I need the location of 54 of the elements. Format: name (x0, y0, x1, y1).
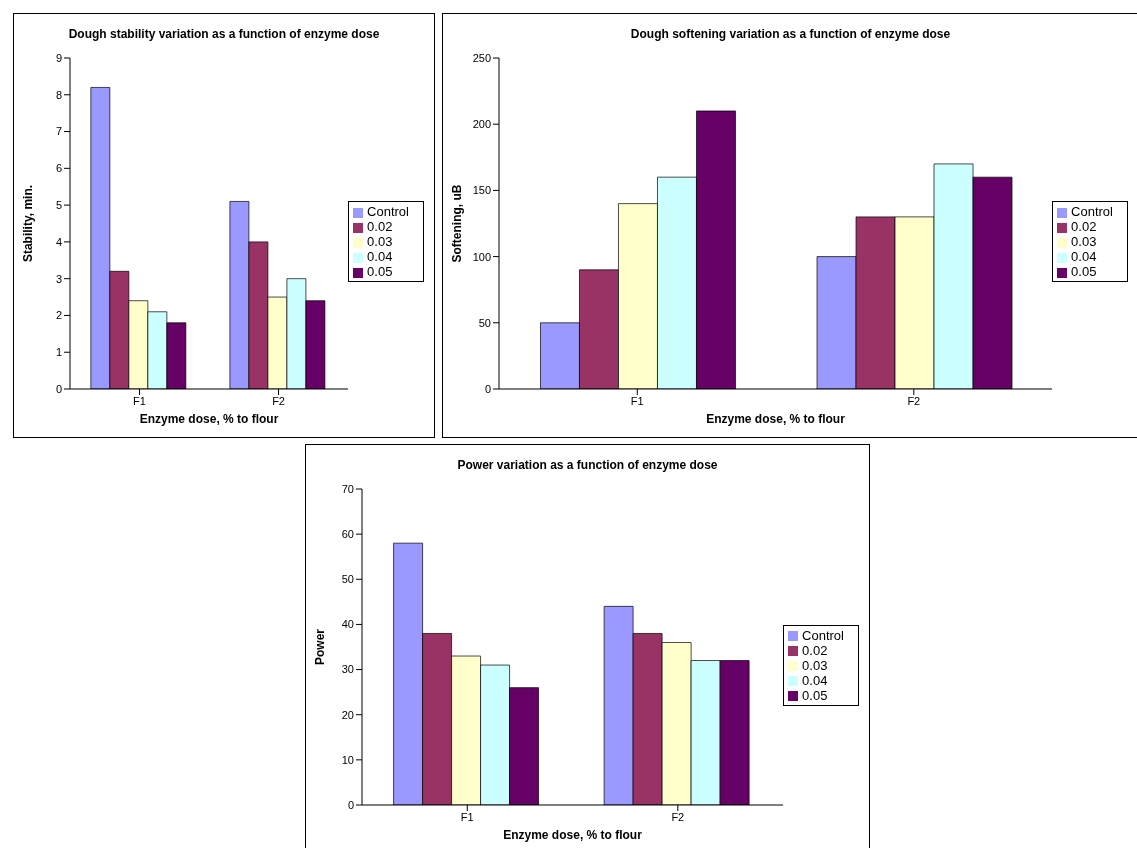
y-tick-label: 0 (484, 382, 491, 395)
y-tick-label: 200 (472, 118, 491, 131)
y-tick-label: 4 (55, 235, 62, 248)
x-axis-title: Enzyme dose, % to flour (706, 412, 846, 426)
legend-label: 0.05 (802, 687, 828, 703)
legend-label: 0.02 (1071, 219, 1097, 234)
y-tick-label: 30 (341, 663, 354, 676)
y-tick-label: 20 (341, 708, 354, 721)
y-tick-label: 2 (55, 309, 62, 322)
y-tick-label: 50 (341, 573, 354, 586)
y-tick-label: 3 (55, 272, 62, 285)
y-tick-label: 100 (472, 250, 491, 263)
x-tick-label: F2 (907, 394, 921, 407)
y-tick-label: 0 (55, 382, 62, 395)
legend-label: 0.05 (1071, 264, 1097, 279)
y-axis-title: Softening, uB (450, 184, 465, 263)
x-axis-title: Enzyme dose, % to flour (139, 412, 279, 426)
y-tick-label: 9 (55, 51, 62, 64)
y-tick-label: 6 (55, 162, 62, 175)
chart-title: Power variation as a function of enzyme dose (456, 457, 719, 473)
x-tick-label: F2 (671, 810, 685, 823)
legend-label: 0.03 (1071, 234, 1097, 249)
y-tick-label: 70 (341, 482, 354, 495)
y-tick-label: 150 (472, 184, 491, 197)
y-tick-label: 50 (478, 316, 491, 329)
x-tick-label: F1 (630, 394, 644, 407)
legend-label: 0.03 (802, 657, 828, 673)
chart-title: Dough stability variation as a function of enzyme dose (67, 26, 381, 42)
legend-label: 0.05 (367, 264, 393, 279)
y-axis-title: Stability, min. (21, 184, 36, 263)
x-tick-label: F2 (272, 394, 285, 407)
legend-label: Control (802, 627, 844, 643)
y-tick-label: 1 (55, 346, 62, 359)
y-tick-label: 0 (347, 798, 354, 811)
y-tick-label: 40 (341, 618, 354, 631)
y-tick-label: 5 (55, 199, 62, 212)
chart-title: Dough softening variation as a function of enzyme dose (629, 26, 952, 42)
legend-label: 0.03 (367, 234, 393, 249)
legend-label: 0.02 (802, 642, 828, 658)
x-tick-label: F1 (460, 810, 474, 823)
y-tick-label: 60 (341, 528, 354, 541)
legend-label: Control (1071, 204, 1113, 219)
y-tick-label: 10 (341, 753, 354, 766)
legend-label: Control (367, 204, 409, 219)
y-tick-label: 250 (472, 51, 491, 64)
legend-label: 0.04 (1071, 249, 1097, 264)
x-tick-label: F1 (133, 394, 146, 407)
legend-label: 0.04 (802, 672, 828, 688)
y-axis-title: Power (313, 628, 328, 666)
x-axis-title: Enzyme dose, % to flour (503, 828, 643, 842)
legend-label: 0.04 (367, 249, 393, 264)
y-tick-label: 8 (55, 88, 62, 101)
legend-label: 0.02 (367, 219, 393, 234)
y-tick-label: 7 (55, 125, 62, 138)
